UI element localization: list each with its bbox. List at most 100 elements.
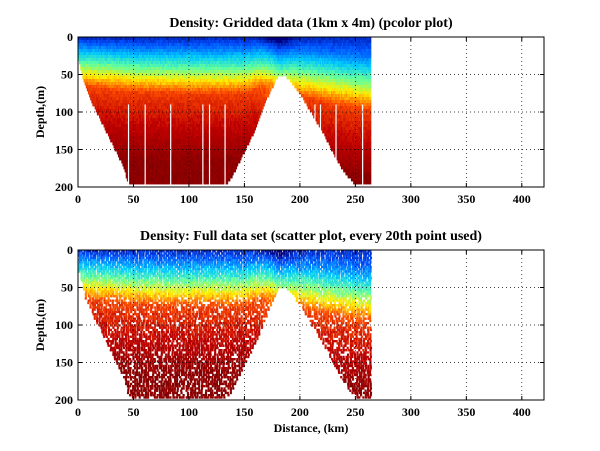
density-cell (121, 88, 123, 92)
density-cell (165, 100, 168, 104)
density-cell (135, 55, 138, 59)
density-cell (186, 121, 189, 125)
density-cell (188, 133, 191, 137)
density-cell (134, 136, 137, 140)
density-cell (153, 154, 155, 158)
density-cell (161, 157, 163, 161)
density-cell (173, 112, 175, 116)
density-cell (159, 127, 161, 131)
density-cell (167, 70, 170, 74)
density-cell (136, 43, 139, 47)
density-cell (163, 52, 165, 56)
density-cell (183, 100, 185, 104)
density-cell (177, 40, 180, 44)
density-cell (201, 124, 203, 128)
density-cell (134, 52, 137, 56)
density-cell (180, 145, 182, 149)
density-cell (91, 97, 93, 101)
density-cell (157, 151, 160, 155)
density-cell (121, 91, 123, 95)
density-cell (165, 154, 168, 158)
density-cell (180, 76, 182, 80)
density-cell (95, 70, 98, 74)
density-cell (121, 130, 123, 134)
density-cell (93, 85, 96, 89)
density-cell (132, 148, 134, 152)
density-cell (110, 49, 112, 53)
density-cell (121, 67, 123, 71)
density-cell (99, 94, 101, 98)
density-cell (155, 103, 158, 107)
density-cell (141, 103, 143, 107)
density-cell (94, 85, 97, 89)
density-cell (184, 133, 187, 137)
density-cell (105, 112, 108, 116)
density-cell (100, 52, 102, 56)
density-cell (127, 43, 130, 47)
density-cell (93, 49, 96, 53)
density-cell (170, 88, 172, 92)
density-cell (143, 148, 145, 152)
density-cell (111, 82, 113, 86)
density-cell (165, 166, 168, 170)
density-cell (129, 181, 131, 185)
density-cell (124, 58, 127, 62)
density-cell (90, 76, 92, 80)
density-cell (187, 103, 190, 107)
density-cell (193, 142, 195, 146)
density-cell (141, 160, 143, 164)
density-cell (130, 61, 132, 65)
density-cell (165, 133, 168, 137)
density-cell (117, 64, 120, 68)
density-cell (140, 166, 142, 170)
density-cell (156, 154, 159, 158)
density-cell (90, 61, 92, 65)
density-cell (210, 163, 212, 167)
density-cell (192, 175, 194, 179)
density-cell (97, 88, 100, 92)
density-cell (145, 163, 148, 167)
density-cell (89, 52, 91, 56)
density-cell (186, 49, 189, 53)
density-cell (183, 130, 185, 134)
density-cell (177, 112, 180, 116)
density-cell (137, 121, 140, 125)
density-cell (95, 58, 98, 62)
density-cell (192, 124, 194, 128)
density-cell (105, 109, 108, 113)
density-cell (204, 130, 206, 134)
density-cell (162, 88, 164, 92)
density-cell (144, 79, 147, 83)
density-cell (96, 67, 99, 71)
density-cell (90, 46, 92, 50)
density-cell (119, 73, 121, 77)
density-cell (163, 88, 165, 92)
density-cell (147, 94, 150, 98)
density-cell (121, 58, 123, 62)
density-cell (160, 67, 162, 71)
density-cell (119, 124, 121, 128)
density-cell (123, 115, 125, 119)
density-cell (195, 148, 198, 152)
density-cell (172, 43, 174, 47)
density-cell (210, 52, 212, 56)
density-cell (161, 145, 163, 149)
density-cell (196, 49, 199, 53)
density-cell (190, 160, 192, 164)
density-cell (168, 97, 171, 101)
density-cell (201, 178, 203, 182)
density-cell (119, 85, 121, 89)
density-cell (157, 109, 160, 113)
density-cell (132, 127, 134, 131)
density-cell (210, 115, 212, 119)
density-cell (204, 79, 206, 83)
density-cell (150, 133, 152, 137)
density-cell (87, 70, 90, 74)
density-cell (104, 55, 107, 59)
density-cell (172, 151, 174, 155)
density-cell (149, 85, 151, 89)
density-cell (142, 43, 144, 47)
density-cell (180, 94, 182, 98)
density-cell (181, 106, 183, 110)
density-cell (89, 88, 91, 92)
